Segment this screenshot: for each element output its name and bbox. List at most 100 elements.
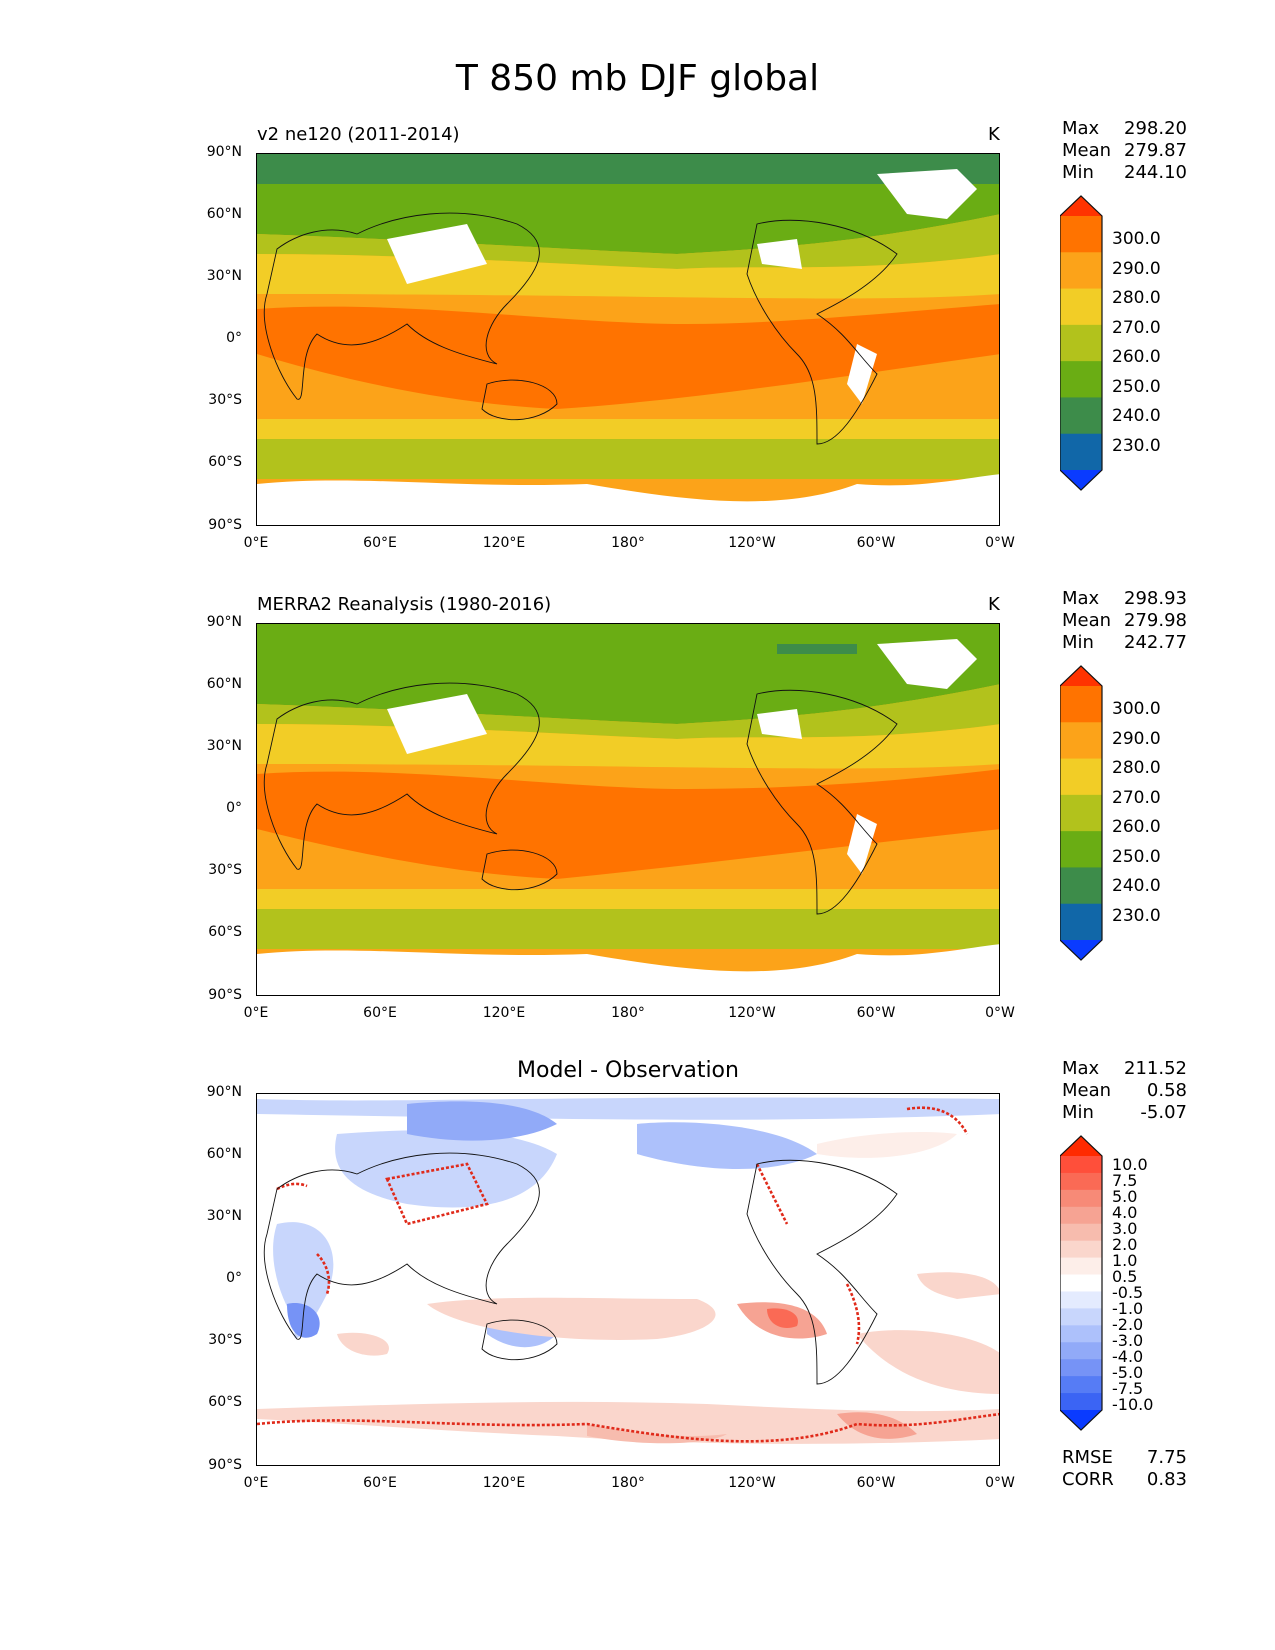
lat-tick: 30°N — [206, 738, 242, 754]
cb-label: -3.0 — [1112, 1331, 1144, 1350]
band-subtrop-s — [257, 419, 999, 439]
lon-tick: 120°E — [482, 535, 526, 551]
panel3-coastlines — [263, 1152, 898, 1385]
cb-label: 2.0 — [1112, 1235, 1138, 1254]
andes-mask — [847, 344, 877, 404]
lat-tick: 0° — [226, 800, 242, 816]
lon-tick: 0°E — [243, 1475, 269, 1491]
colorbar-segment — [1060, 1274, 1102, 1292]
stat-label: Max — [1062, 588, 1100, 609]
colorbar-segment — [1060, 1206, 1102, 1225]
cb-label: 280.0 — [1112, 758, 1161, 778]
stat-min: 242.77 — [1124, 632, 1187, 653]
stat-label: Min — [1062, 632, 1094, 653]
cb-label: 5.0 — [1112, 1187, 1138, 1206]
lat-tick: 30°S — [208, 1332, 242, 1348]
stat-label: Mean — [1062, 1080, 1112, 1101]
lon-tick: 0°E — [243, 1005, 269, 1021]
lat-tick: 60°S — [208, 454, 242, 470]
metric-label: RMSE — [1062, 1447, 1113, 1468]
colorbar-segment — [1060, 940, 1102, 960]
lon-tick: 120°W — [728, 1475, 776, 1491]
stat-label: Mean — [1062, 140, 1112, 161]
colorbar-segment — [1060, 252, 1102, 290]
colorbar-segment — [1060, 397, 1102, 435]
lon-tick: 60°W — [856, 1005, 896, 1021]
colorbar-segment — [1060, 1359, 1102, 1377]
metric-rmse: 7.75 — [1146, 1447, 1187, 1468]
panel2-temperature-field — [257, 624, 999, 995]
cb-label: -4.0 — [1112, 1347, 1144, 1366]
cb-label: 270.0 — [1112, 788, 1161, 808]
panel3-metrics: RMSE 7.75 CORR 0.83 — [1062, 1447, 1187, 1491]
panel3-title: Model - Observation — [517, 1058, 739, 1083]
stat-label: Min — [1062, 1102, 1094, 1123]
colorbar-segment — [1060, 831, 1102, 868]
panel3-hotspot-contours — [257, 1106, 999, 1443]
colorbar-segment — [1060, 1240, 1102, 1259]
colorbar-segment — [1060, 433, 1102, 471]
panel2-stats: Max 298.93 Mean 279.98 Min 242.77 — [1062, 588, 1187, 654]
cb-label: 250.0 — [1112, 377, 1161, 397]
panel3-colorbar — [1060, 1135, 1103, 1431]
lat-tick: 30°N — [206, 1208, 242, 1224]
lat-tick: 60°S — [208, 924, 242, 940]
cb-label: 7.5 — [1112, 1171, 1138, 1190]
metric-label: CORR — [1062, 1469, 1114, 1490]
panel3-stats: Max 211.52 Mean 0.58 Min -5.07 — [1062, 1058, 1187, 1124]
colorbar-segment — [1060, 903, 1102, 941]
stat-mean: 279.98 — [1124, 610, 1187, 631]
lon-tick: 60°W — [856, 1475, 896, 1491]
cb-label: 230.0 — [1112, 906, 1161, 926]
stat-mean: 0.58 — [1146, 1080, 1187, 1101]
cb-label: 10.0 — [1112, 1155, 1148, 1174]
lon-tick: 180° — [611, 1475, 645, 1491]
colorbar-segment — [1060, 216, 1102, 253]
greenland-mask — [877, 169, 977, 219]
cb-label: 240.0 — [1112, 406, 1161, 426]
cb-label: -2.0 — [1112, 1315, 1144, 1334]
colorbar-segment — [1060, 1393, 1102, 1411]
lon-tick: 0°W — [985, 535, 1015, 551]
panel2-map — [256, 623, 1000, 996]
lon-tick: 0°E — [243, 535, 269, 551]
lat-tick: 90°S — [208, 1457, 242, 1473]
stat-max: 298.20 — [1124, 118, 1187, 139]
lon-tick: 180° — [611, 535, 645, 551]
australia — [481, 379, 558, 421]
cb-label: -7.5 — [1112, 1379, 1144, 1398]
lat-tick: 90°N — [206, 144, 242, 160]
colorbar-segment — [1060, 794, 1102, 832]
colorbar-segment — [1060, 1156, 1102, 1174]
panel1-map — [256, 153, 1000, 526]
lat-tick: 60°S — [208, 1394, 242, 1410]
cb-label: 280.0 — [1112, 288, 1161, 308]
panel3-difference-field — [257, 1094, 999, 1465]
lat-tick: 60°N — [206, 206, 242, 222]
lat-tick: 30°S — [208, 392, 242, 408]
stat-label: Max — [1062, 118, 1100, 139]
figure-title: T 850 mb DJF global — [455, 58, 820, 99]
colorbar-segment — [1060, 1291, 1102, 1309]
cb-label: 230.0 — [1112, 436, 1161, 456]
panel1-temperature-field — [257, 154, 999, 525]
panel1-coastlines — [263, 212, 898, 445]
lon-tick: 120°E — [482, 1005, 526, 1021]
panel2-colorbar — [1060, 665, 1103, 961]
band-polar-north — [257, 154, 999, 184]
colorbar-segment — [1060, 758, 1102, 796]
panel3-map — [256, 1093, 1000, 1466]
stat-label: Max — [1062, 1058, 1100, 1079]
panel1-units: K — [988, 124, 1000, 145]
colorbar-segment — [1060, 324, 1102, 362]
eurasia-africa — [263, 212, 540, 400]
lat-tick: 30°S — [208, 862, 242, 878]
colorbar-segment — [1060, 1257, 1102, 1276]
lon-tick: 60°E — [363, 535, 397, 551]
panel2-units: K — [988, 594, 1000, 615]
antarctica-mask — [257, 474, 999, 525]
stat-max: 211.52 — [1124, 1058, 1187, 1079]
panel1-colorbar — [1060, 195, 1103, 491]
lon-tick: 0°W — [985, 1005, 1015, 1021]
colorbar-segment — [1060, 867, 1102, 905]
